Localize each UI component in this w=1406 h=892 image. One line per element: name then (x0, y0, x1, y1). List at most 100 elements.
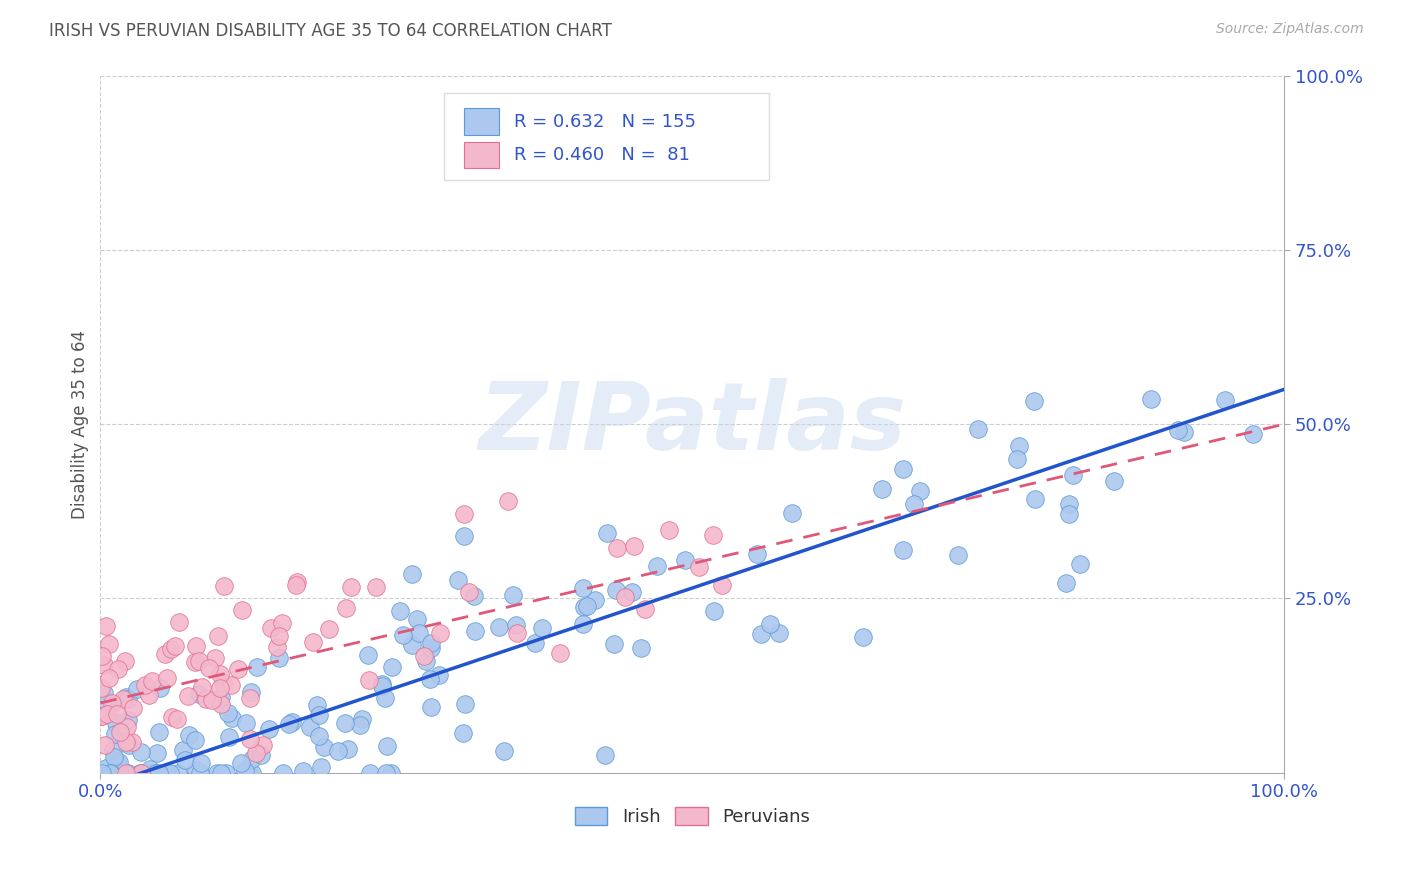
Point (613, 591, 636, 605)
Point (104, 716, 127, 731)
Text: R = 0.460   N =  81: R = 0.460 N = 81 (513, 146, 689, 164)
Point (98, 765, 121, 780)
Point (145, 765, 167, 780)
Point (380, 765, 402, 780)
Point (163, 639, 186, 653)
Point (134, 677, 156, 691)
Point (401, 566, 423, 581)
Point (191, 680, 214, 694)
Point (374, 690, 396, 705)
Point (125, 681, 148, 696)
Point (94, 738, 117, 752)
Point (195, 691, 218, 706)
Point (1024, 394, 1046, 409)
Point (217, 706, 239, 720)
Point (107, 662, 129, 676)
Point (240, 685, 263, 699)
Point (574, 600, 596, 615)
Point (115, 765, 138, 780)
Point (605, 583, 627, 598)
Point (91, 765, 114, 780)
Text: ZIPatlas: ZIPatlas (478, 378, 907, 470)
Point (524, 636, 547, 650)
Point (488, 620, 510, 634)
Point (454, 698, 477, 712)
Point (115, 690, 138, 704)
Point (101, 765, 124, 780)
Point (451, 725, 474, 739)
Point (207, 629, 229, 643)
Point (215, 765, 238, 780)
Point (104, 727, 127, 741)
Point (177, 728, 200, 742)
Point (235, 716, 257, 731)
Point (271, 615, 294, 630)
Point (139, 762, 162, 776)
Point (420, 700, 443, 714)
Point (870, 482, 893, 496)
Point (350, 712, 373, 726)
Point (498, 494, 520, 508)
Point (146, 746, 169, 760)
Point (392, 628, 415, 642)
Point (381, 660, 404, 674)
Point (550, 647, 572, 661)
Point (1062, 468, 1084, 483)
Point (413, 648, 436, 663)
Point (749, 627, 772, 641)
Bar (464, 142, 499, 169)
Point (160, 710, 183, 724)
Point (218, 730, 240, 744)
Point (190, 756, 212, 770)
Point (305, 698, 328, 712)
Point (375, 765, 398, 780)
Point (148, 765, 170, 780)
Point (121, 701, 143, 715)
Point (703, 604, 725, 618)
Point (110, 724, 132, 739)
Point (1104, 474, 1126, 488)
Point (105, 755, 128, 769)
Point (1140, 392, 1163, 406)
Point (408, 625, 430, 640)
Point (141, 765, 163, 780)
Point (502, 588, 524, 602)
Point (277, 717, 299, 731)
Point (149, 681, 172, 696)
Point (702, 528, 724, 542)
Point (419, 636, 441, 650)
Point (211, 676, 233, 690)
Point (891, 461, 914, 475)
Point (458, 585, 481, 599)
Point (419, 641, 441, 656)
Point (96, 707, 118, 722)
Point (531, 621, 554, 635)
Point (908, 484, 931, 499)
Point (583, 593, 606, 607)
Point (1054, 576, 1077, 591)
Text: Source: ZipAtlas.com: Source: ZipAtlas.com (1216, 22, 1364, 37)
Point (285, 575, 308, 590)
Point (141, 673, 163, 688)
Point (114, 735, 136, 749)
Point (96, 761, 118, 775)
Point (758, 616, 780, 631)
Point (335, 600, 357, 615)
Point (100, 765, 122, 780)
Point (93, 658, 115, 673)
Point (239, 690, 262, 705)
Point (93, 686, 115, 700)
Point (1007, 439, 1029, 453)
Point (245, 660, 267, 674)
Point (946, 549, 969, 563)
Point (1173, 425, 1195, 439)
Point (572, 617, 595, 632)
Point (427, 668, 450, 682)
Point (266, 640, 288, 655)
Point (309, 760, 332, 774)
Point (364, 580, 387, 594)
Point (621, 584, 644, 599)
Point (231, 603, 253, 617)
Point (174, 753, 197, 767)
Point (236, 765, 259, 780)
